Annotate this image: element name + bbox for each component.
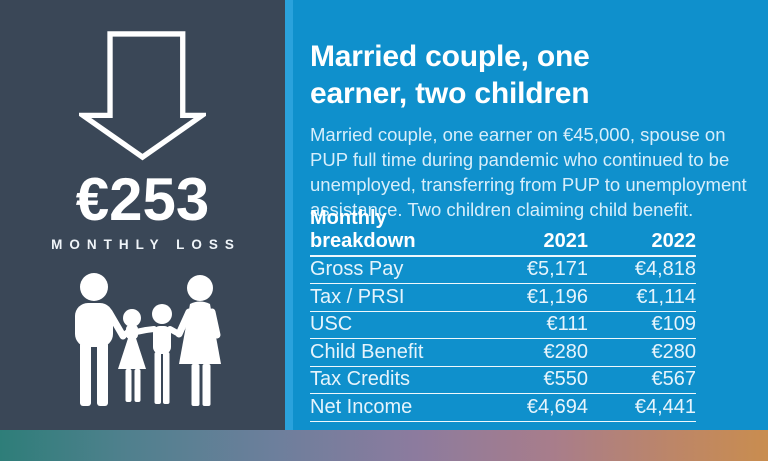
left-panel: €253 MONTHLY LOSS <box>0 0 285 430</box>
table-row: Child Benefit €280 €280 <box>310 339 696 367</box>
monthly-loss-label: MONTHLY LOSS <box>51 237 241 252</box>
row-value-2022: €280 <box>651 340 697 363</box>
row-value-2021: €4,694 <box>526 395 588 418</box>
row-label: Child Benefit <box>310 340 424 363</box>
page-title-line-1: Married couple, one <box>310 40 590 73</box>
table-header-label: Monthly breakdown <box>310 206 416 252</box>
row-label: Tax / PRSI <box>310 285 405 308</box>
breakdown-table: Monthly breakdown 2021 2022 Gross Pay €5… <box>310 207 697 422</box>
right-panel: Married couple, one earner, two children… <box>293 0 768 430</box>
table-row: USC €111 €109 <box>310 312 697 339</box>
page-title-line-2: earner, two children <box>310 77 590 110</box>
gradient-bar <box>0 430 768 461</box>
row-value-2021: €550 <box>543 368 589 390</box>
row-value-2022: €1,114 <box>636 285 696 308</box>
monthly-loss-amount: €253 <box>75 166 210 233</box>
row-label: Gross Pay <box>310 258 404 280</box>
row-label: Net Income <box>310 395 413 418</box>
row-value-2021: €280 <box>543 340 589 363</box>
table-row: Tax Credits €550 €567 <box>310 367 697 394</box>
arrow-down-icon <box>79 30 206 162</box>
row-value-2021: €1,196 <box>526 285 588 308</box>
table-header-2022: 2022 <box>651 229 697 252</box>
table-row: Net Income €4,694 €4,441 <box>310 394 696 422</box>
description: Married couple, one earner on €45,000, s… <box>310 124 747 220</box>
row-value-2022: €4,441 <box>634 395 696 418</box>
accent-stripe <box>285 0 293 430</box>
row-value-2021: €5,171 <box>526 258 588 280</box>
table-header-row: Monthly breakdown 2021 2022 <box>310 207 697 257</box>
table-row: Tax / PRSI €1,196 €1,114 <box>310 284 696 312</box>
row-value-2022: €109 <box>651 313 697 335</box>
family-icon <box>62 272 224 412</box>
row-value-2022: €4,818 <box>634 258 696 280</box>
table-header-2021: 2021 <box>543 229 589 252</box>
row-value-2021: €111 <box>546 313 588 335</box>
table-row: Gross Pay €5,171 €4,818 <box>310 257 696 284</box>
row-value-2022: €567 <box>651 368 697 390</box>
page-title: Married couple, one earner, two children <box>310 38 748 112</box>
row-label: Tax Credits <box>310 368 411 390</box>
row-label: USC <box>310 313 353 335</box>
